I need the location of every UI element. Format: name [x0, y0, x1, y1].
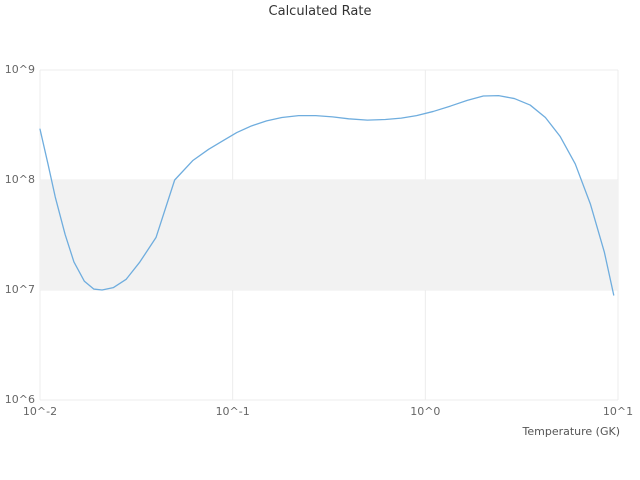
chart-title: Calculated Rate — [268, 4, 372, 19]
y-tick-label: 10^6 — [4, 393, 35, 406]
plot-band — [40, 180, 618, 290]
x-tick-label: 10^0 — [410, 405, 441, 418]
x-tick-label: 10^-1 — [215, 405, 250, 418]
y-tick-label: 10^8 — [4, 173, 35, 186]
rate-line — [39, 94, 615, 296]
y-tick-label: 10^9 — [4, 63, 35, 76]
y-tick-label: 10^7 — [4, 283, 35, 296]
x-tick-label: 10^-2 — [22, 405, 58, 418]
x-axis-title: Temperature (GK) — [522, 425, 621, 438]
x-tick-label: 10^1 — [602, 405, 634, 418]
